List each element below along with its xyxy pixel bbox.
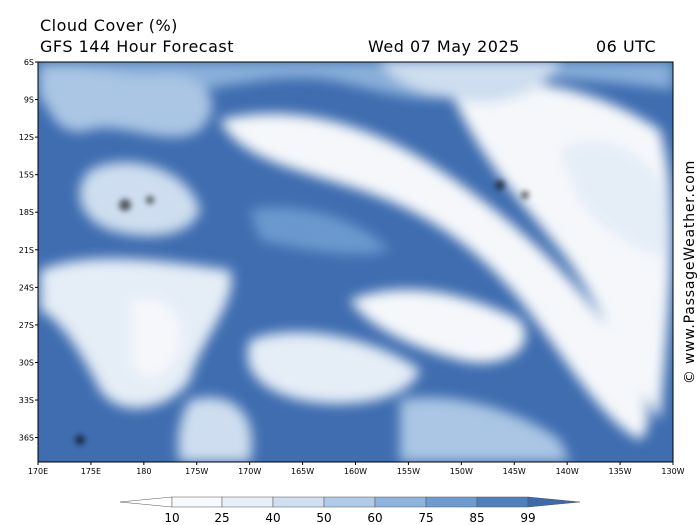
- lat-label: 33S: [19, 396, 34, 405]
- colorbar-label: 10: [164, 511, 179, 525]
- lat-label: 27S: [19, 321, 34, 330]
- lon-label: 170E: [28, 467, 48, 476]
- time: 06 UTC: [596, 37, 656, 56]
- lon-label: 130W: [661, 467, 684, 476]
- lat-label: 24S: [19, 283, 34, 292]
- subtitle: GFS 144 Hour Forecast: [40, 37, 234, 56]
- colorbar-label: 40: [265, 511, 280, 525]
- title: Cloud Cover (%): [40, 16, 178, 35]
- colorbar-label: 60: [367, 511, 382, 525]
- colorbar: [119, 496, 581, 508]
- map: [38, 62, 673, 462]
- colorbar-label: 25: [214, 511, 229, 525]
- lon-label: 160W: [344, 467, 367, 476]
- lon-label: 145W: [503, 467, 526, 476]
- lat-axis: 6S 9S 12S 15S 18S 21S 24S 27S 30S 33S 36S: [19, 58, 38, 443]
- lat-label: 30S: [19, 358, 34, 367]
- lon-label: 170W: [238, 467, 261, 476]
- lat-label: 18S: [19, 208, 34, 217]
- lon-label: 155W: [397, 467, 420, 476]
- lon-label: 165W: [291, 467, 314, 476]
- lat-label: 12S: [19, 133, 34, 142]
- colorbar-label: 75: [418, 511, 433, 525]
- colorbar-label: 99: [520, 511, 535, 525]
- lat-label: 9S: [24, 96, 34, 105]
- lat-label: 21S: [19, 246, 34, 255]
- lon-label: 175W: [185, 467, 208, 476]
- lat-label: 6S: [24, 58, 34, 67]
- lon-label: 140W: [556, 467, 579, 476]
- colorbar-label: 85: [469, 511, 484, 525]
- lon-label: 175E: [81, 467, 101, 476]
- colorbar-labels: 10 25 40 50 60 75 85 99: [164, 511, 535, 525]
- lon-label: 150W: [450, 467, 473, 476]
- lon-axis: 170E 175E 180 175W 170W 165W 160W 155W 150W 145W 1…: [28, 462, 685, 476]
- date: Wed 07 May 2025: [368, 37, 520, 56]
- colorbar-label: 50: [316, 511, 331, 525]
- watermark: © www.PassageWeather.com: [682, 160, 698, 384]
- lon-label: 180: [136, 467, 151, 476]
- lon-label: 135W: [608, 467, 631, 476]
- lat-label: 36S: [19, 434, 34, 443]
- lat-label: 15S: [19, 171, 34, 180]
